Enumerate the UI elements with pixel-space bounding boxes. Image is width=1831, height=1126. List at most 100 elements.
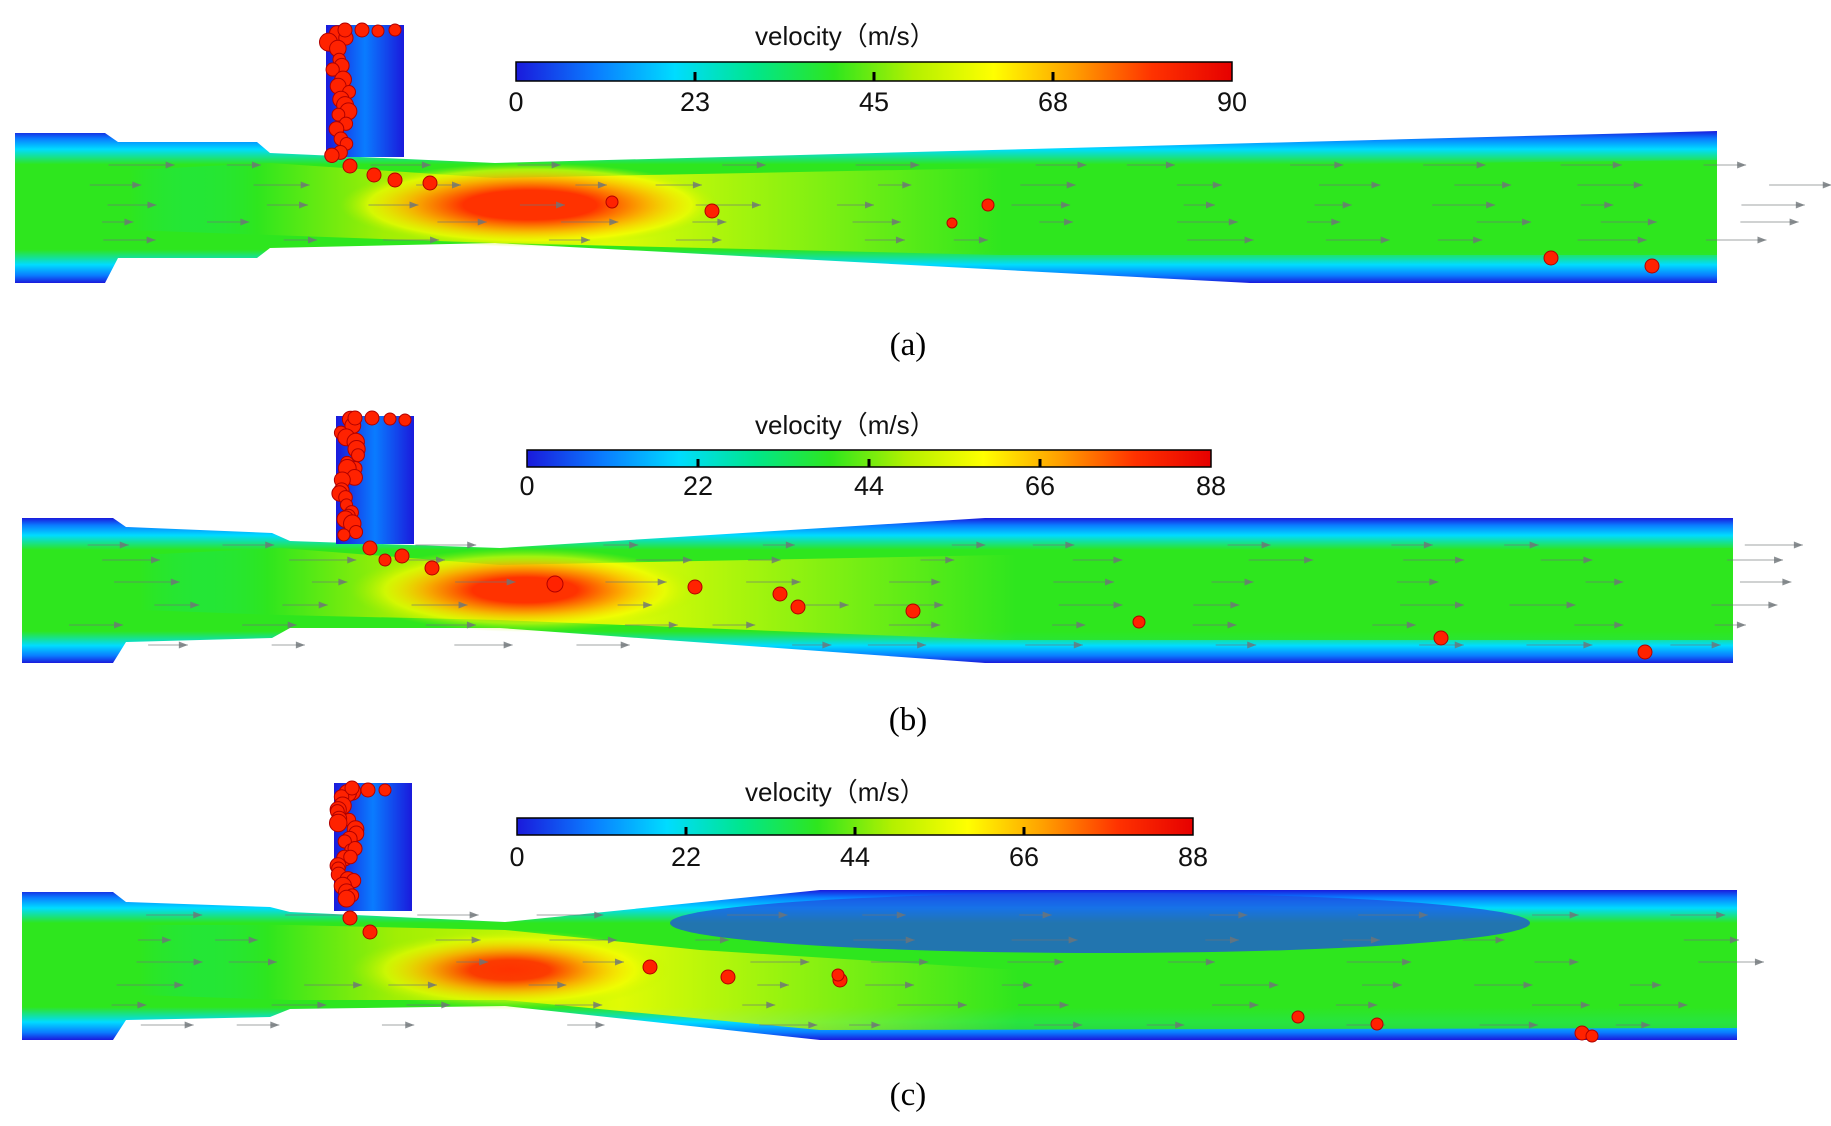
velocity-vector-head	[791, 578, 801, 586]
colorbar-tick-label: 44	[854, 471, 884, 501]
colorbar-c: velocity（m/s） 0 22 44 66 88	[509, 777, 1208, 872]
velocity-vector-head	[1066, 181, 1076, 189]
velocity-vector-head	[193, 911, 203, 919]
particle	[1543, 250, 1559, 266]
particle	[1132, 615, 1146, 629]
velocity-vector-head	[839, 601, 849, 609]
velocity-vector-head	[1612, 161, 1622, 169]
particle	[337, 22, 353, 38]
velocity-vector-head	[905, 981, 915, 989]
velocity-vector-head	[162, 936, 172, 944]
panel-caption: (b)	[889, 702, 927, 738]
particle	[331, 107, 346, 122]
colorbar-tick-label: 0	[508, 87, 523, 117]
velocity-vector-head	[1331, 218, 1341, 226]
velocity-vector-head	[1614, 621, 1624, 629]
velocity-vector-head	[597, 181, 607, 189]
particle	[905, 603, 921, 619]
velocity-vector-head	[318, 601, 328, 609]
velocity-vector-head	[1795, 201, 1805, 209]
velocity-vector-head	[435, 556, 445, 564]
velocity-vector-head	[1054, 958, 1064, 966]
velocity-vector-head	[1729, 936, 1739, 944]
velocity-vector-head	[1583, 641, 1593, 649]
velocity-vector-head	[124, 218, 134, 226]
velocity-vector-head	[1392, 981, 1402, 989]
velocity-vector-head	[668, 621, 678, 629]
particle	[981, 198, 995, 212]
velocity-vector-head	[193, 958, 203, 966]
particle	[1370, 1017, 1384, 1031]
velocity-vector-head	[1473, 236, 1483, 244]
velocity-vector-head	[1380, 236, 1390, 244]
velocity-vector-head	[1583, 556, 1593, 564]
velocity-vector-head	[147, 201, 157, 209]
velocity-vector-head	[771, 556, 781, 564]
velocity-vector-head	[114, 621, 124, 629]
velocity-vector-head	[1229, 936, 1239, 944]
velocity-vector-head	[1455, 556, 1465, 564]
velocity-vector-head	[165, 161, 175, 169]
velocity-vector-head	[240, 218, 250, 226]
velocity-vector-head	[119, 541, 129, 549]
velocity-vector-head	[1429, 578, 1439, 586]
velocity-vector-head	[1334, 161, 1344, 169]
velocity-vector-head	[409, 201, 419, 209]
velocity-vector-head	[1495, 936, 1505, 944]
velocity-vector-head	[1227, 621, 1237, 629]
velocity-vector-head	[808, 1021, 818, 1029]
particles-a	[319, 22, 1660, 274]
velocity-vector-head	[1569, 911, 1579, 919]
flow-field-c	[22, 780, 1764, 1043]
particle	[1291, 1010, 1305, 1024]
particle	[328, 813, 348, 833]
velocity-vector-head	[957, 1001, 967, 1009]
particle	[366, 167, 382, 183]
velocity-vector-head	[1476, 161, 1486, 169]
velocity-vector-head	[1370, 936, 1380, 944]
colorbar-tick-label: 90	[1217, 87, 1247, 117]
velocity-vector-head	[1064, 218, 1074, 226]
particle	[360, 782, 376, 798]
velocity-vector-head	[300, 181, 310, 189]
velocity-vector-head	[1529, 541, 1539, 549]
velocity-vector-head	[891, 218, 901, 226]
velocity-vector-head	[1716, 911, 1726, 919]
velocity-vector-head	[295, 641, 305, 649]
velocity-vector-head	[1789, 218, 1799, 226]
particle	[348, 524, 364, 540]
colorbar-tick-label: 68	[1038, 87, 1068, 117]
colorbar-a: velocity（m/s） 0 23 45 68 90	[508, 21, 1247, 117]
particle	[424, 560, 440, 576]
particle	[378, 783, 392, 797]
velocity-vector-head	[683, 556, 693, 564]
velocity-vector-head	[251, 161, 261, 169]
velocity-vector-head	[1652, 981, 1662, 989]
particle	[946, 217, 958, 229]
velocity-vector-head	[1633, 181, 1643, 189]
velocity-vector-head	[1486, 201, 1496, 209]
velocity-vector-head	[150, 556, 160, 564]
panel-c: velocity（m/s） 0 22 44 66 88 (c)	[22, 777, 1764, 1113]
colorbar-tick-label: 22	[683, 471, 713, 501]
particle	[388, 23, 402, 37]
velocity-vector-head	[1206, 201, 1216, 209]
velocity-vector-head	[287, 621, 297, 629]
colorbar-tick-label: 66	[1009, 842, 1039, 872]
velocity-vector-head	[1113, 556, 1123, 564]
particle	[642, 959, 658, 975]
particle	[422, 175, 438, 191]
velocity-vector-head	[1523, 981, 1533, 989]
particle	[772, 586, 788, 602]
velocity-vector-head	[756, 161, 766, 169]
velocity-vector-head	[896, 911, 906, 919]
velocity-vector-head	[1423, 541, 1433, 549]
panel-b: velocity（m/s） 0 22 44 66 88 (b)	[22, 410, 1803, 738]
colorbar-tick-label: 23	[680, 87, 710, 117]
colorbar-tick-label: 88	[1178, 842, 1208, 872]
colorbar-title: velocity（m/s）	[755, 21, 936, 51]
velocity-vector-head	[458, 601, 468, 609]
particle	[324, 147, 340, 163]
velocity-vector-head	[1059, 1001, 1069, 1009]
